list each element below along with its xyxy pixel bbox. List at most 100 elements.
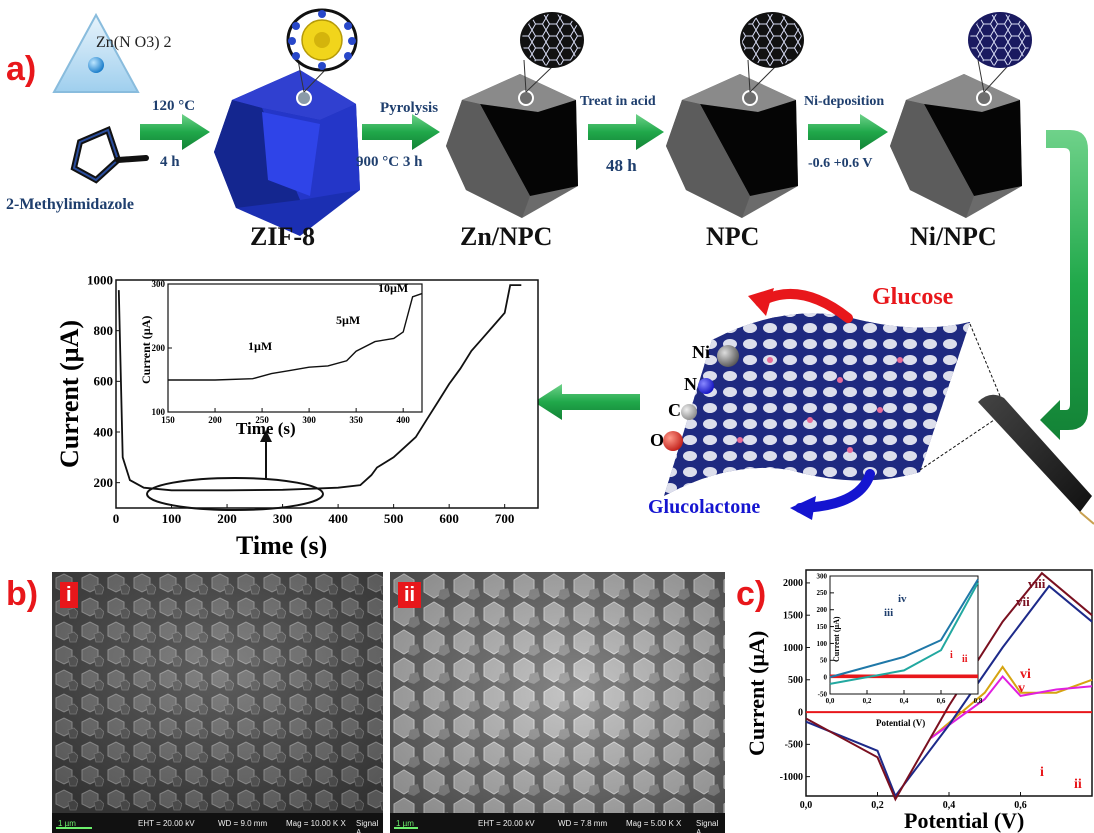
cv-inset-ytick-label: 50 <box>820 657 828 665</box>
cv-ylabel: Current (µA) <box>744 631 769 756</box>
cv-ytick-label: 1000 <box>783 643 803 654</box>
synthesis-scheme-graphics <box>52 8 1094 525</box>
precursor-salt-label: Zn(N O3) 2 <box>96 34 172 51</box>
cv-inset-ytick-label: 300 <box>817 572 828 580</box>
cv-series-vi <box>930 674 1093 739</box>
sem-i-signal: Signal A <box>356 819 379 833</box>
cv-inset-label-iv: iv <box>898 593 907 605</box>
cv-ytick-label: 2000 <box>783 578 803 589</box>
product-name-ni-npc: Ni/NPC <box>910 222 997 251</box>
amp-inset-ytick-label: 300 <box>152 279 166 289</box>
amp-ytick-label: 600 <box>94 374 114 389</box>
amp-xtick-label: 0 <box>113 511 120 526</box>
sem-image-ii-footer: 1 µm EHT = 20.00 kV WD = 7.8 mm Mag = 5.… <box>390 813 725 833</box>
panel-label-c: c) <box>736 575 767 613</box>
n-atom-icon <box>698 378 714 394</box>
amp-inset-series-line <box>168 292 423 381</box>
sem-ii-mag: Mag = 5.00 K X <box>626 819 682 828</box>
amperometric-chart: 0 100 200 300 400 500 600 700 200 400 600 800 1000 1… <box>55 274 539 558</box>
cv-label-i: i <box>1040 765 1044 780</box>
cv-inset-xlabel: Potential (V) <box>876 718 925 728</box>
ni-npc-sheet-icon <box>664 288 1001 520</box>
amp-xlabel: Time (s) <box>236 531 327 558</box>
amp-ytick-label: 200 <box>94 475 114 490</box>
cv-label-vii: vii <box>1016 594 1030 609</box>
amp-ytick-label: 800 <box>94 323 114 338</box>
legend-c-label: C <box>668 400 681 420</box>
step-arrow-3 <box>588 114 664 150</box>
glucolactone-label: Glucolactone <box>648 496 761 518</box>
sem-image-ii-texture <box>390 572 725 813</box>
cv-inset-series-iii <box>829 578 979 679</box>
cv-inset-label-i: i <box>950 650 953 661</box>
amp-inset-xtick-label: 400 <box>396 415 410 425</box>
cv-inset-ylabel: Current (µA) <box>832 616 841 662</box>
step4-below-label: -0.6 +0.6 V <box>808 156 873 171</box>
sem-image-i-tag: i <box>60 582 78 608</box>
sem-i-scale: 1 µm <box>58 819 76 828</box>
amp-inset-frame <box>167 283 423 413</box>
cv-label-v: v <box>1018 681 1025 696</box>
cv-xtick-label: 0,4 <box>943 800 956 811</box>
step2-below-label: 900 °C 3 h <box>356 154 423 170</box>
amp-xtick-label: 700 <box>495 511 515 526</box>
amp-xtick-label: 500 <box>384 511 404 526</box>
cv-inset-ytick-label: 100 <box>817 640 828 648</box>
step-arrow-1 <box>140 114 210 150</box>
amp-inset-xtick-label: 250 <box>255 415 269 425</box>
sem-ii-wd: WD = 7.8 mm <box>558 819 608 828</box>
cv-label-vi: vi <box>1020 667 1031 682</box>
cv-label-viii: viii <box>1028 576 1046 591</box>
sem-i-wd: WD = 9.0 mm <box>218 819 268 828</box>
step4-above-label: Ni-deposition <box>804 94 885 109</box>
cv-inset-ytick-label: 150 <box>817 623 828 631</box>
zif8-crystal-icon <box>214 8 360 236</box>
amp-inset-xtick-label: 300 <box>302 415 316 425</box>
amp-anno-5um: 5µM <box>336 313 360 327</box>
sem-i-mag: Mag = 10.00 K X <box>286 819 346 828</box>
cv-ytick-label: -1000 <box>780 772 803 783</box>
amp-ytick-label: 400 <box>94 424 114 439</box>
amp-inset-xtick-label: 200 <box>208 415 222 425</box>
return-arrow-right <box>1040 130 1088 440</box>
product-name-zn-npc: Zn/NPC <box>460 222 553 251</box>
step1-below-label: 4 h <box>160 154 180 170</box>
glucose-label: Glucose <box>872 284 954 310</box>
sem-i-scale-bar <box>56 827 92 829</box>
sem-image-ii: ii 1 µm EHT = 20.00 kV WD = 7.8 mm Mag =… <box>390 572 725 833</box>
c-atom-icon <box>681 404 697 420</box>
sem-image-ii-tag: ii <box>398 582 422 608</box>
zinc-nitrate-triangle-icon <box>52 12 140 93</box>
amp-anno-10um: 10µM <box>378 281 408 295</box>
cv-inset-series-iv <box>829 582 979 685</box>
legend-ni-label: Ni <box>692 342 710 362</box>
step1-above-label: 120 °C <box>152 98 196 114</box>
cv-inset-xtick-label: 0,0 <box>826 697 835 705</box>
step-arrow-2 <box>362 114 440 150</box>
legend-o-label: O <box>650 430 665 450</box>
cv-ytick-label: -500 <box>785 740 803 751</box>
sem-image-i-footer: 1 µm EHT = 20.00 kV WD = 9.0 mm Mag = 10… <box>52 813 383 833</box>
panel-label-a: a) <box>6 50 37 88</box>
cv-inset-xtick-label: 0,4 <box>900 697 909 705</box>
cv-series-v <box>930 665 1093 739</box>
amp-inset-ylabel: Current (µA) <box>139 316 153 384</box>
amp-xtick-label: 400 <box>328 511 348 526</box>
cv-ytick-label: 0 <box>798 707 803 718</box>
step-arrow-to-chart <box>534 384 640 420</box>
ni-npc-crystal-icon <box>890 12 1032 218</box>
sem-image-i-texture <box>52 572 383 813</box>
amp-inset-xtick-label: 150 <box>161 415 175 425</box>
cv-inset-xtick-label: 0,8 <box>974 697 983 705</box>
methylimidazole-molecule-icon <box>70 125 149 184</box>
cv-ytick-label: 1500 <box>783 611 803 622</box>
amp-inset-xlabel: Time (s) <box>236 419 296 438</box>
cv-label-ii: ii <box>1074 777 1082 792</box>
step3-above-label: Treat in acid <box>580 94 656 109</box>
sem-ii-scale: 1 µm <box>396 819 414 828</box>
cv-xlabel: Potential (V) <box>904 808 1024 833</box>
ni-atom-icon <box>717 345 739 367</box>
amp-inset-ytick-label: 200 <box>152 343 166 353</box>
cv-inset-xtick-label: 0,2 <box>863 697 872 705</box>
